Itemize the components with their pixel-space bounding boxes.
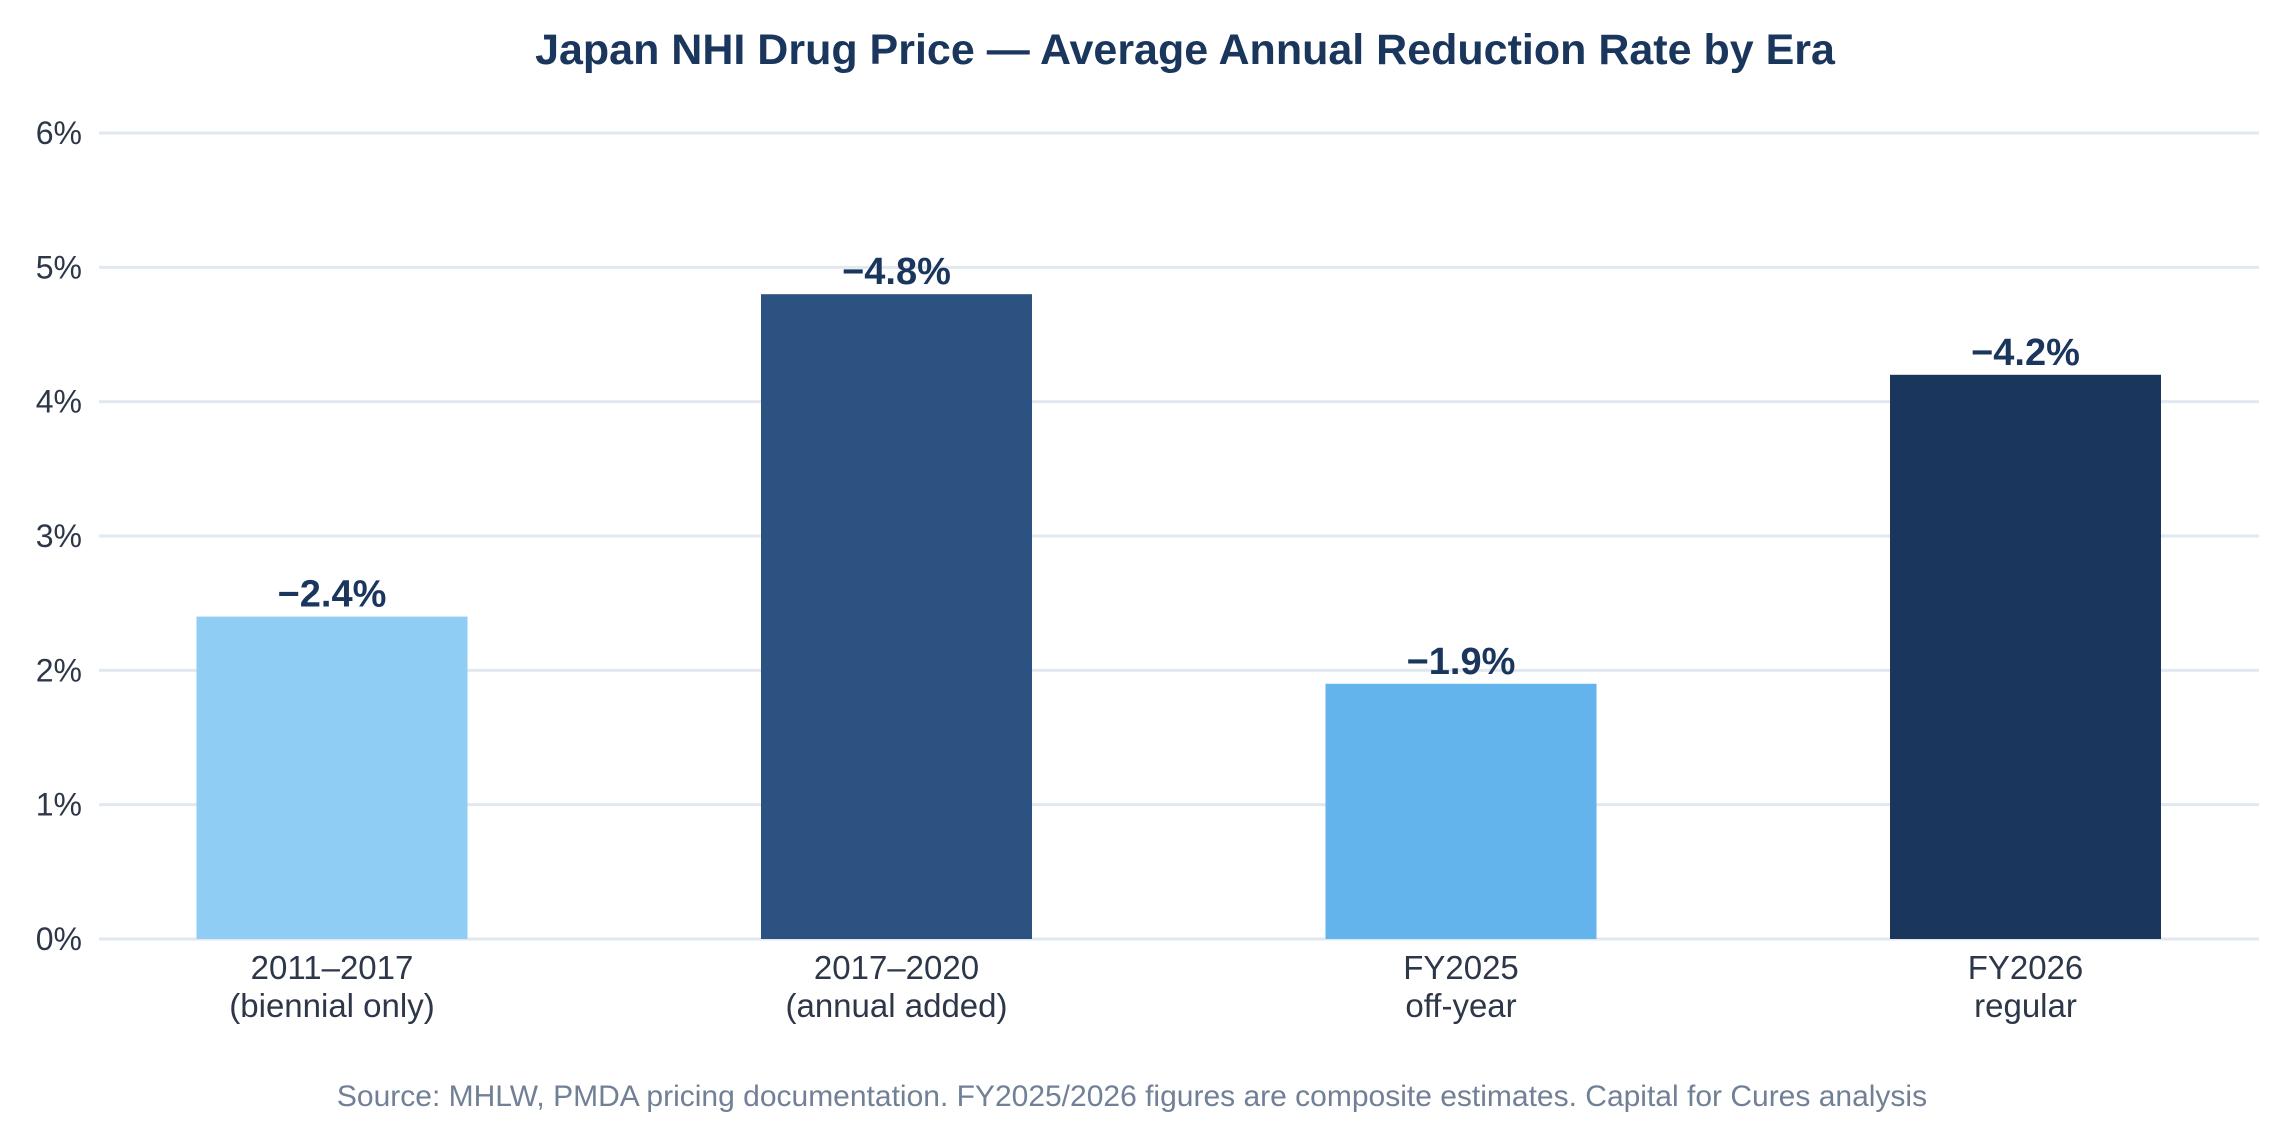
bars bbox=[196, 294, 2161, 939]
y-tick-label: 4% bbox=[36, 384, 82, 420]
y-tick-label: 1% bbox=[36, 787, 82, 823]
value-label: −1.9% bbox=[1407, 641, 1516, 683]
value-label: −2.4% bbox=[278, 574, 387, 616]
x-category-label: 2011–2017 bbox=[251, 949, 414, 986]
y-tick-label: 2% bbox=[36, 652, 82, 688]
y-tick-label: 0% bbox=[36, 921, 82, 957]
x-category-label: 2017–2020 bbox=[814, 949, 979, 986]
source-note: Source: MHLW, PMDA pricing documentation… bbox=[337, 1080, 1927, 1113]
y-tick-label: 5% bbox=[36, 249, 82, 285]
x-category-label: (annual added) bbox=[785, 987, 1007, 1024]
x-axis-categories: 2011–2017(biennial only) 2017–2020(annual… bbox=[229, 949, 2083, 1024]
x-category-label: FY2026 bbox=[1968, 949, 2084, 986]
x-category-label: FY2025 bbox=[1403, 949, 1519, 986]
chart-title: Japan NHI Drug Price — Average Annual Re… bbox=[535, 26, 1836, 74]
value-label: −4.8% bbox=[842, 251, 951, 293]
x-category-label: off-year bbox=[1405, 987, 1516, 1024]
bar bbox=[761, 294, 1032, 939]
value-labels: −2.4% −4.8% −1.9% −4.2% bbox=[278, 251, 2080, 683]
bar bbox=[1890, 374, 2161, 939]
bar bbox=[196, 616, 468, 939]
y-axis-ticks: 0% 1% 2% 3% 4% 5% 6% bbox=[36, 115, 82, 957]
x-category-label: regular bbox=[1974, 987, 2077, 1024]
y-tick-label: 3% bbox=[36, 518, 82, 554]
value-label: −4.2% bbox=[1971, 332, 2080, 374]
y-tick-label: 6% bbox=[36, 115, 82, 151]
x-category-label: (biennial only) bbox=[229, 987, 434, 1024]
bar bbox=[1325, 683, 1597, 939]
